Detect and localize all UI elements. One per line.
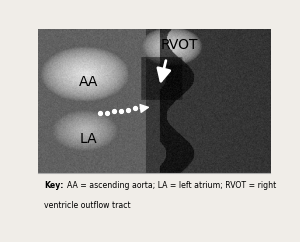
Text: RVOT: RVOT	[160, 38, 198, 52]
Text: ventricle outflow tract: ventricle outflow tract	[44, 201, 131, 210]
Text: AA: AA	[79, 76, 98, 90]
Text: Key:: Key:	[44, 181, 64, 190]
Text: AA = ascending aorta; LA = left atrium; RVOT = right: AA = ascending aorta; LA = left atrium; …	[67, 181, 276, 190]
Text: LA: LA	[80, 132, 98, 146]
